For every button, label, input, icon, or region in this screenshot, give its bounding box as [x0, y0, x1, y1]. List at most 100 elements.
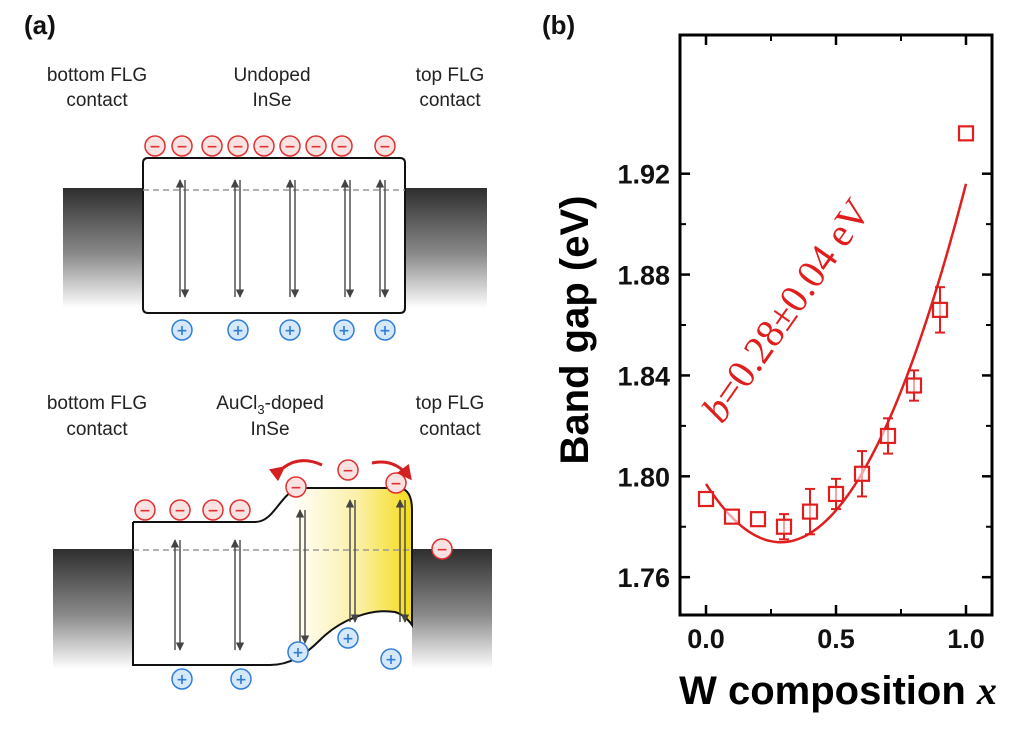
top-right-label-line2: contact [419, 90, 481, 111]
electron-icon: − [201, 135, 223, 157]
data-marker [931, 301, 949, 318]
bottom-left-label-line1: bottom FLG [47, 393, 147, 414]
electron-icon: − [285, 476, 307, 498]
plot-frame [678, 33, 994, 617]
top-left-label-line2: contact [66, 90, 128, 111]
data-point [697, 490, 715, 508]
svg-text:−: − [284, 139, 296, 155]
electron-icon: − [253, 135, 275, 157]
data-point [931, 286, 949, 334]
bottom-charges: − − − −−−−−+ ++++ [134, 459, 453, 690]
electron-icon: − [229, 499, 251, 521]
data-marker [957, 125, 975, 142]
x-tick-label: 0.5 [817, 624, 855, 654]
data-point [853, 450, 871, 498]
hole-icon: + [287, 641, 309, 663]
y-tick-label: 1.84 [617, 361, 670, 391]
transition-arrow-icon [375, 179, 390, 298]
transition-arrow-icon [175, 179, 190, 298]
svg-text:−: − [290, 480, 302, 496]
data-point [775, 513, 793, 541]
bottom-right-label-line1: top FLG [416, 393, 485, 414]
data-point [723, 508, 741, 525]
electron-icon: − [331, 135, 353, 157]
top-bottom-contact [63, 188, 143, 308]
panel-b: (b) 1.76 1.80 1.84 1.88 1.92 0.0 0.5 1.0 b=0.2… [542, 10, 997, 713]
left-curved-arrow-icon [268, 459, 323, 482]
electron-icon: − [305, 135, 327, 157]
bottom-left-label-line2: contact [66, 419, 128, 440]
data-marker [905, 377, 923, 394]
svg-text:+: + [235, 672, 247, 688]
electron-icon: − [279, 135, 301, 157]
electron-icon: − [144, 135, 166, 157]
transition-arrow-icon [345, 499, 360, 623]
y-tick-label: 1.80 [617, 462, 670, 492]
transition-arrow-icon [170, 539, 185, 651]
data-point [905, 369, 923, 402]
svg-text:−: − [206, 139, 218, 155]
electron-icon: − [171, 135, 193, 157]
axis-ticks [680, 35, 992, 615]
bowing-annotation: b=0.28±0.04 eV [693, 190, 880, 430]
bottom-doped-region [290, 488, 412, 660]
x-tick-labels: 0.0 0.5 1.0 [687, 624, 985, 654]
bottom-transition-arrows [170, 499, 410, 651]
svg-text:+: + [379, 323, 391, 339]
top-center-label-line2: InSe [252, 90, 291, 111]
fit-curve [704, 183, 968, 544]
hole-icon: + [333, 319, 355, 341]
bottom-center-label-line2: InSe [250, 419, 289, 440]
hole-icon: + [380, 648, 402, 670]
y-tick-label: 1.92 [617, 160, 670, 190]
transition-arrow-icon [230, 179, 245, 298]
svg-text:−: − [234, 503, 246, 519]
hole-icon: + [374, 319, 396, 341]
bottom-center-label-line1: AuCl3-doped [216, 393, 324, 417]
panel-a: (a) bottom FLG contact Undoped InSe top … [24, 10, 492, 690]
svg-text:+: + [176, 672, 188, 688]
hole-icon: + [230, 668, 252, 690]
electron-icon: − [385, 472, 407, 494]
data-marker [879, 427, 897, 445]
svg-text:−: − [390, 476, 402, 492]
svg-text:−: − [336, 139, 348, 155]
svg-text:+: + [284, 323, 296, 339]
svg-text:−: − [207, 503, 219, 519]
svg-text:−: − [342, 463, 354, 479]
hole-icon: + [227, 319, 249, 341]
bottom-right-label-line2: contact [419, 419, 481, 440]
electron-icon: − [227, 135, 249, 157]
svg-text:+: + [342, 631, 354, 647]
data-marker [801, 503, 819, 520]
x-tick-label: 0.0 [687, 624, 725, 654]
bottom-top-contact [412, 549, 492, 669]
data-point [827, 477, 845, 511]
top-left-label-line1: bottom FLG [47, 65, 147, 86]
svg-text:−: − [174, 503, 186, 519]
electron-icon: − [374, 135, 396, 157]
top-top-contact [405, 188, 487, 308]
top-right-label-line1: top FLG [416, 65, 485, 86]
panel-a-label: (a) [24, 10, 56, 40]
x-tick-label: 1.0 [947, 624, 985, 654]
transition-arrow-icon [285, 179, 300, 298]
hole-icon: + [337, 627, 359, 649]
y-tick-label: 1.88 [617, 261, 670, 291]
svg-text:−: − [436, 542, 448, 558]
data-point [957, 125, 975, 142]
top-charges: − − − − − − − − −+ + + + + [144, 135, 396, 341]
data-point [749, 511, 767, 528]
svg-text:+: + [385, 652, 397, 668]
data-point [801, 487, 819, 536]
svg-text:+: + [338, 323, 350, 339]
electron-icon: − [431, 538, 453, 560]
data-marker [853, 465, 871, 482]
y-axis-title: Band gap (eV) [553, 196, 597, 465]
svg-text:−: − [379, 139, 391, 155]
transition-arrow-icon [395, 499, 410, 623]
svg-text:+: + [176, 323, 188, 339]
hole-icon: + [279, 319, 301, 341]
top-center-label-line1: Undoped [233, 65, 310, 86]
